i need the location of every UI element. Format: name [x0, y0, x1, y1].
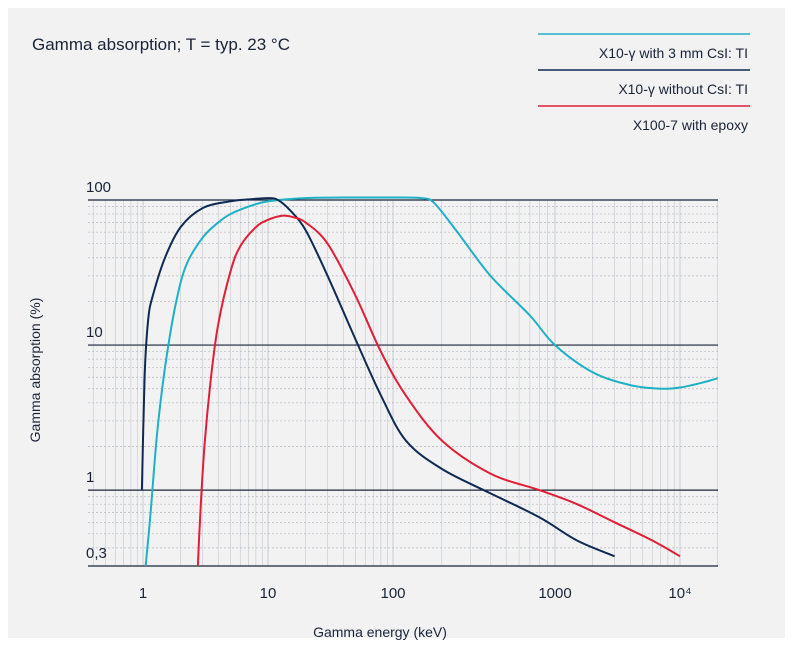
- series-line-2: [196, 214, 681, 567]
- x-tick-label: 1: [139, 585, 147, 602]
- y-axis-label: Gamma absorption (%): [27, 298, 43, 443]
- x-axis-label: Gamma energy (keV): [313, 624, 447, 640]
- legend: X10-γ with 3 mm CsI: TI X10-γ without CsI…: [538, 33, 750, 133]
- y-tick-label: 100: [86, 179, 111, 196]
- series-group: [140, 196, 718, 567]
- y-tick-label: 1: [86, 469, 94, 486]
- x-tick-label: 100: [380, 585, 405, 602]
- legend-label: X10-γ with 3 mm CsI: TI: [599, 45, 748, 61]
- y-tick-label: 0,3: [86, 545, 107, 562]
- legend-label: X10-γ without CsI: TI: [618, 81, 748, 97]
- x-tick-label: 10⁴: [668, 585, 691, 602]
- series-line-0: [144, 196, 718, 567]
- chart-title: Gamma absorption; T = typ. 23 °C: [32, 35, 290, 54]
- y-tick-labels: 100 10 1 0,3: [86, 179, 111, 562]
- y-tick-label: 10: [86, 324, 103, 341]
- legend-label: X100-7 with epoxy: [633, 117, 748, 133]
- series-line-1: [140, 197, 615, 558]
- x-tick-label: 1000: [538, 585, 571, 602]
- grid-major: [88, 199, 718, 567]
- x-tick-label: 10: [260, 585, 277, 602]
- x-tick-labels: 1 10 100 1000 10⁴: [139, 585, 692, 602]
